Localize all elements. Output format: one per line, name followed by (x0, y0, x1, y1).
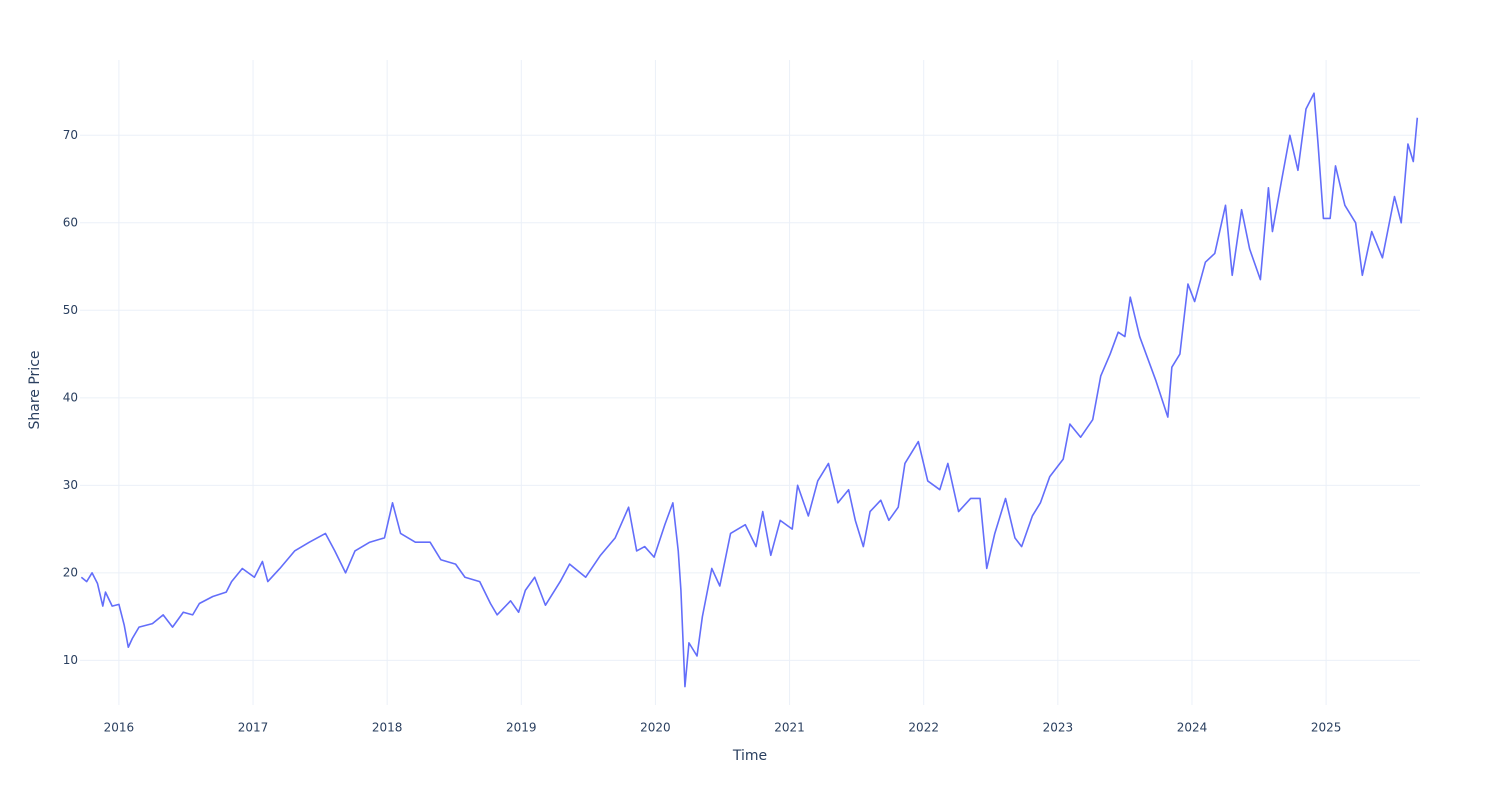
x-tick-label: 2025 (1311, 721, 1342, 735)
x-tick-label: 2022 (908, 721, 939, 735)
x-tick-label: 2019 (506, 721, 537, 735)
x-tick-label: 2016 (104, 721, 135, 735)
x-tick-label: 2021 (774, 721, 805, 735)
y-tick-label: 40 (63, 390, 78, 404)
y-axis-title: Share Price (27, 350, 43, 429)
y-tick-label: 30 (63, 478, 78, 492)
x-tick-label: 2023 (1043, 721, 1074, 735)
x-tick-label: 2017 (238, 721, 269, 735)
y-tick-label: 50 (63, 303, 78, 317)
y-tick-label: 70 (63, 128, 78, 142)
x-tick-label: 2024 (1177, 721, 1208, 735)
y-tick-label: 10 (63, 653, 78, 667)
x-axis-title: Time (732, 748, 767, 764)
x-tick-label: 2020 (640, 721, 671, 735)
x-tick-label: 2018 (372, 721, 403, 735)
y-tick-label: 20 (63, 565, 78, 579)
y-tick-label: 60 (63, 215, 78, 229)
price-line (80, 92, 1419, 688)
